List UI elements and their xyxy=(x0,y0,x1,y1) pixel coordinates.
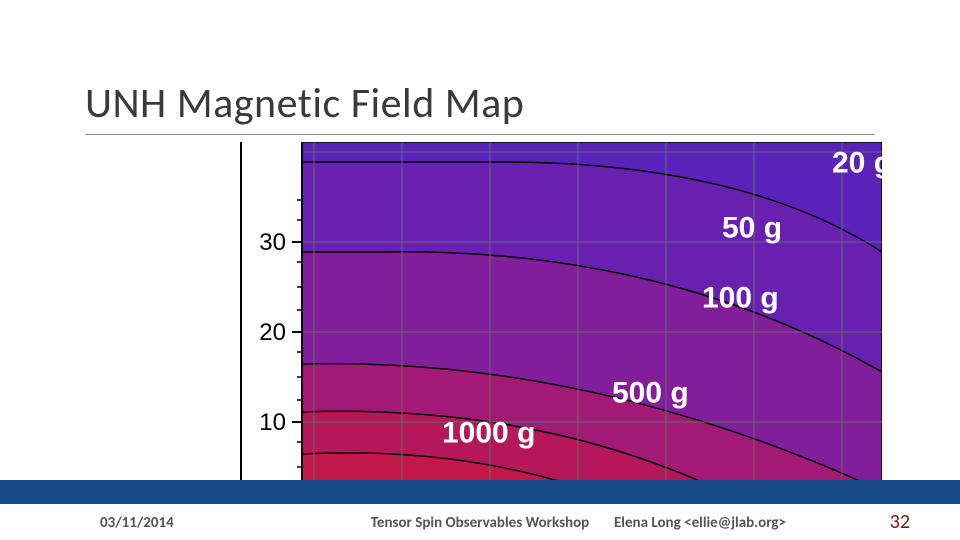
title-underline xyxy=(85,134,875,135)
svg-text:10: 10 xyxy=(259,409,286,436)
svg-text:100 g: 100 g xyxy=(702,282,779,315)
svg-text:20: 20 xyxy=(259,319,286,346)
svg-text:500 g: 500 g xyxy=(612,377,689,410)
slide-title: UNH Magnetic Field Map xyxy=(85,78,524,129)
svg-text:30: 30 xyxy=(259,229,286,256)
footer-author: Elena Long <ellie@jlab.org> xyxy=(540,514,860,532)
svg-text:50 g: 50 g xyxy=(722,212,782,245)
footer-bar xyxy=(0,480,960,504)
footer-page-number: 32 xyxy=(890,510,910,534)
svg-text:20 g: 20 g xyxy=(832,147,882,180)
field-map-chart: 20 g 50 g 100 g 500 g 1000 g 10 20 30 xyxy=(240,142,882,484)
footer-date: 03/11/2014 xyxy=(100,514,174,532)
svg-text:1000 g: 1000 g xyxy=(442,417,535,450)
